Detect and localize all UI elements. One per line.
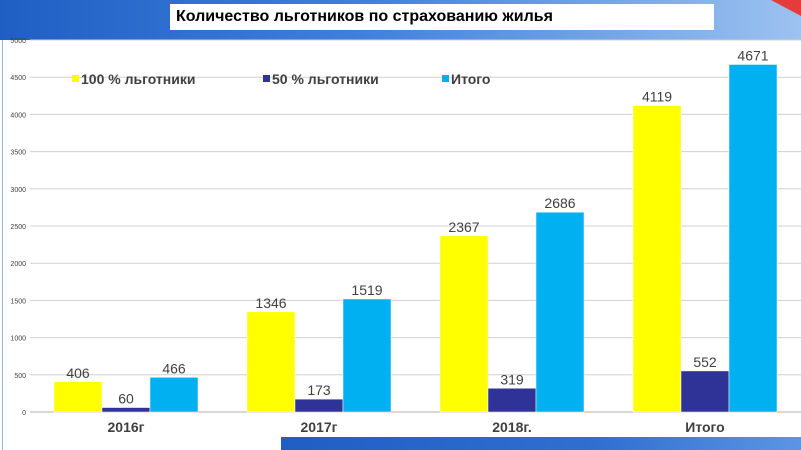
legend-label: Итого [451, 71, 490, 87]
bar [101, 407, 151, 413]
bar [632, 105, 682, 413]
y-axis-ticks: 0 500 1000 1500 2000 2500 3000 3500 4000 4500 5000 [10, 38, 26, 417]
y-tick-label: 3500 [10, 150, 26, 157]
data-label: 406 [66, 365, 90, 381]
left-divider [2, 40, 3, 450]
data-label: 466 [162, 360, 186, 376]
bar [680, 370, 730, 413]
data-label: 2686 [544, 195, 575, 211]
data-label: 4671 [737, 47, 768, 63]
x-axis-labels: 2016г 2017г 2018г. Итого [108, 419, 725, 435]
legend-label: 100 % льготники [81, 71, 195, 87]
category-label: 2017г [301, 419, 338, 435]
y-tick-label: 500 [14, 373, 26, 380]
bar [342, 298, 392, 413]
category-label: 2018г. [492, 419, 531, 435]
y-tick-label: 4000 [10, 112, 26, 119]
bar [439, 235, 489, 413]
bar [487, 388, 537, 413]
data-label: 2367 [448, 219, 479, 235]
y-tick-label: 1000 [10, 336, 26, 343]
data-label: 60 [118, 391, 134, 407]
title-box: Количество льготников по страхованию жил… [170, 4, 714, 30]
data-label: 1519 [351, 282, 382, 298]
bar [728, 64, 778, 413]
y-tick-label: 1500 [10, 298, 26, 305]
category-label: 2016г [108, 419, 145, 435]
category-label: Итого [685, 419, 724, 435]
y-tick-label: 2000 [10, 261, 26, 268]
bar [149, 377, 199, 413]
legend-label: 50 % льготники [272, 71, 379, 87]
y-tick-label: 2500 [10, 224, 26, 231]
y-tick-label: 4500 [10, 75, 26, 82]
y-tick-label: 3000 [10, 187, 26, 194]
bar [53, 381, 103, 413]
bars [53, 64, 778, 413]
data-label: 552 [693, 354, 717, 370]
data-label: 319 [500, 371, 524, 387]
bar [535, 211, 585, 413]
data-label: 173 [307, 382, 331, 398]
legend-swatch [72, 75, 79, 82]
data-labels: 406 60 466 1346 173 1519 2367 319 2686 4119 552 467… [66, 47, 768, 406]
legend: 100 % льготники 50 % льготники Итого [72, 71, 490, 87]
legend-swatch [442, 75, 449, 82]
footer-band [281, 437, 801, 450]
corner-accent [771, 0, 801, 16]
data-label: 4119 [642, 89, 672, 105]
bar [294, 398, 344, 413]
data-label: 1346 [255, 295, 286, 311]
gridlines [30, 39, 801, 413]
y-tick-label: 5000 [10, 38, 26, 45]
chart-title: Количество льготников по страхованию жил… [176, 8, 553, 25]
legend-swatch [263, 75, 270, 82]
bar [246, 311, 296, 413]
y-tick-label: 0 [22, 410, 26, 417]
